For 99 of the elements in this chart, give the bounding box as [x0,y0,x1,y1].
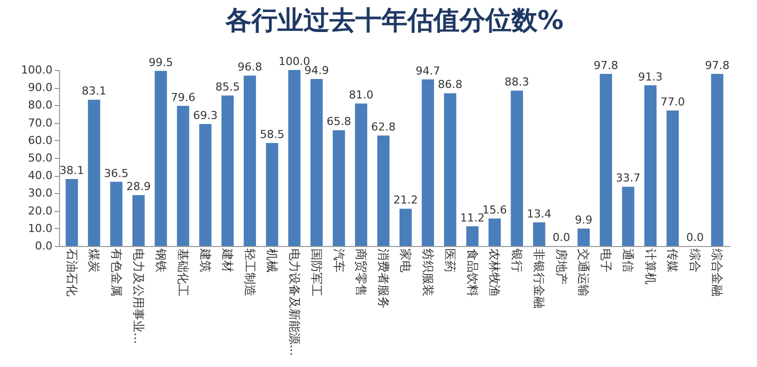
data-label: 88.3 [504,76,530,89]
data-label: 94.7 [416,64,440,78]
data-label: 97.8 [594,58,618,72]
bar [132,195,145,246]
bar [533,222,546,246]
bar [622,186,634,246]
x-tick-label: 计算机 [643,248,658,284]
bar [176,106,190,246]
bar [88,100,100,246]
data-label: 33.7 [616,172,640,185]
x-tick-label: 建材 [220,248,235,272]
x-tick-label: 交通运输 [576,248,591,296]
data-label: 96.8 [238,60,262,74]
bar [400,208,412,246]
data-label: 38.1 [60,164,84,177]
x-tick-label: 汽车 [332,248,346,272]
y-tick-label: 10.0 [28,222,52,235]
x-tick-label: 轻工制造 [242,248,257,296]
x-tick-label: 钢铁 [154,248,168,272]
data-label: 77.0 [660,95,685,108]
bar [154,70,167,246]
bar [488,218,501,246]
x-tick-label: 纺织服装 [420,248,435,296]
data-label: 97.8 [704,58,730,72]
data-label: 85.5 [215,80,240,94]
data-label: 13.4 [526,207,552,220]
data-label: 36.5 [104,166,129,180]
data-label: 65.8 [326,115,352,128]
data-label: 86.8 [438,78,462,92]
bar [466,226,479,246]
y-tick-label: 40.0 [28,169,52,182]
bar [332,130,345,246]
y-tick-label: 100.0 [21,64,52,76]
x-tick-label: 煤炭 [87,248,102,272]
x-tick-label: 综合金融 [710,248,724,296]
bar [510,90,524,246]
x-tick-label: 农林牧渔 [488,248,502,296]
bar [644,85,657,246]
data-label: 0.0 [686,231,704,244]
x-tick-label: 建筑 [198,248,212,272]
data-label: 11.2 [460,211,485,224]
chart-title: 各行业过去十年估值分位数% [224,6,564,36]
x-tick-label: 家电 [398,248,413,272]
data-label: 91.3 [638,70,663,84]
x-tick-label: 有色金属 [109,248,124,296]
bar [422,79,434,246]
y-tick-label: 90.0 [28,81,52,94]
bar [444,93,456,246]
data-label: 15.6 [482,204,507,217]
data-label: 0.0 [552,231,570,244]
x-tick-label: 食品饮料 [465,248,480,296]
bar [377,135,390,246]
data-label: 83.1 [82,84,106,98]
x-tick-label: 银行 [510,248,524,272]
bar [711,74,724,246]
bar [244,76,256,246]
y-tick-label: 60.0 [28,134,52,147]
data-label: 62.8 [371,120,396,134]
data-label: 94.9 [304,64,329,77]
bar [199,124,212,246]
bar [110,182,122,246]
x-tick-label: 石油石化 [64,248,79,296]
x-tick-label: 基础化工 [176,248,190,296]
y-tick-label: 50.0 [28,152,52,164]
data-label: 9.9 [574,214,592,227]
y-tick-label: 80.0 [28,98,52,112]
y-tick-label: 70.0 [28,116,52,130]
x-tick-label: 国防军工 [310,248,324,296]
x-tick-label: 非银行金融 [532,248,546,308]
x-tick-label: 电力及公用事业... [132,248,146,344]
data-label: 21.2 [393,194,418,207]
x-tick-label: 传媒 [666,248,680,272]
x-tick-label: 商贸零售 [354,248,368,296]
data-label: 81.0 [348,88,374,102]
data-label: 99.5 [148,56,174,69]
x-tick-label: 房地产 [554,248,568,284]
bar [666,110,679,246]
y-tick-label: 0.0 [35,240,52,252]
data-label: 28.9 [126,180,151,194]
x-tick-label: 机械 [265,248,280,272]
bar [310,78,323,246]
bar [288,70,300,246]
bar [354,103,368,246]
x-tick-label: 电力设备及新能源... [287,248,302,356]
bar [266,143,278,246]
bar [221,96,234,246]
data-label: 79.6 [170,90,196,104]
y-tick-label: 20.0 [28,204,52,218]
y-tick-label: 30.0 [28,186,52,200]
x-tick-label: 医药 [443,248,458,272]
bar [600,74,612,246]
x-tick-label: 消费者服务 [376,248,390,308]
data-label: 69.3 [193,109,218,122]
data-label: 58.5 [260,128,284,142]
x-tick-label: 综合 [688,248,702,272]
x-tick-label: 电子 [598,248,613,272]
bar [578,228,590,246]
bar [66,178,78,246]
x-tick-label: 通信 [621,248,636,272]
